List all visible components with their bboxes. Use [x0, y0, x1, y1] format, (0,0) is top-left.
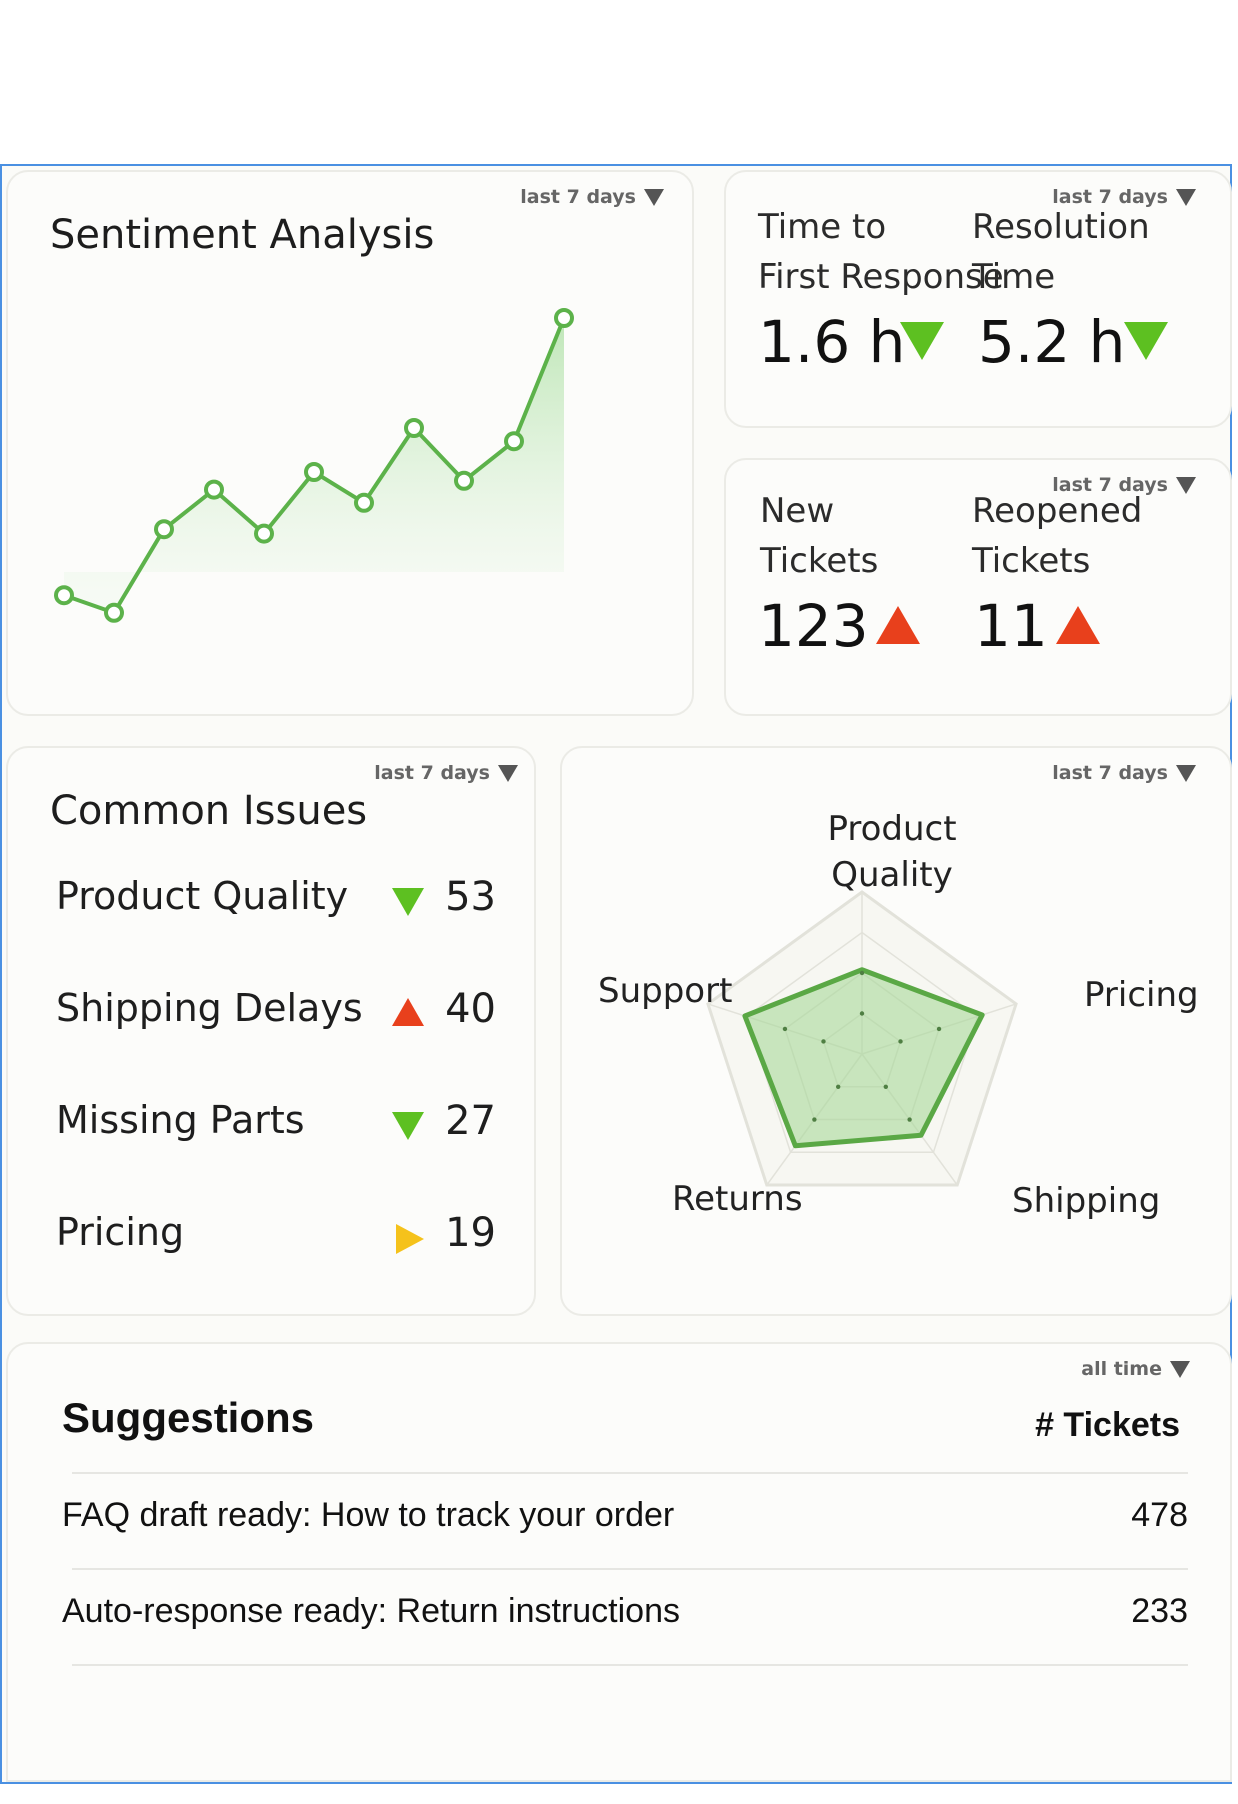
suggestions-title: Suggestions [62, 1394, 315, 1441]
suggestion-row[interactable]: FAQ draft ready: How to track your order… [62, 1472, 1188, 1570]
radar-grid-dot [812, 1117, 817, 1122]
trend-down-icon [900, 322, 944, 360]
dropdown-caret-icon [1176, 764, 1196, 782]
trend-up-icon [876, 606, 920, 644]
range-label: last 7 days [1052, 186, 1168, 208]
trend-down-icon [1124, 322, 1168, 360]
dropdown-caret-icon [1176, 476, 1196, 494]
reopened-tickets-value: 11 [974, 592, 1048, 660]
tickets-column-header: # Tickets [1035, 1406, 1180, 1444]
sentiment-point [254, 523, 274, 544]
radar-card: last 7 days Product Quality Pricing Ship… [560, 746, 1232, 1316]
radar-grid-dot [782, 1026, 788, 1032]
trend-up-icon [392, 998, 424, 1026]
issue-row-shipping-delays[interactable]: Shipping Delays 40 [56, 986, 496, 1046]
radar-grid-dot [883, 1084, 889, 1089]
issues-title: Common Issues [50, 788, 368, 834]
issue-row-missing-parts[interactable]: Missing Parts 27 [56, 1098, 496, 1158]
response-time-card: last 7 days Time to First Response 1.6 h… [724, 170, 1232, 428]
trend-flat-icon [396, 1224, 424, 1254]
dropdown-caret-icon [1176, 188, 1196, 206]
radar-grid-dot [907, 1117, 912, 1122]
new-tickets-label: New Tickets [760, 491, 879, 581]
dashboard-frame: last 7 days Sentiment Analysis last 7 da… [0, 164, 1232, 1784]
reopened-tickets-label: Reopened Tickets [972, 491, 1143, 581]
trend-down-icon [392, 888, 424, 916]
sentiment-point [104, 602, 124, 623]
sentiment-point [304, 462, 324, 482]
sentiment-point [354, 492, 374, 513]
issue-row-pricing[interactable]: Pricing 19 [56, 1210, 496, 1270]
first-response-label: Time to First Response [758, 207, 1004, 297]
issue-count: 19 [445, 1210, 496, 1256]
issue-row-product-quality[interactable]: Product Quality 53 [56, 874, 496, 934]
suggestions-range-dropdown[interactable]: all time [1081, 1358, 1190, 1380]
dropdown-caret-icon [1170, 1360, 1190, 1378]
suggestion-text: Auto-response ready: Return instructions [62, 1592, 680, 1630]
common-issues-card: last 7 days Common Issues Product Qualit… [6, 746, 536, 1316]
radar-grid-dot [859, 1011, 865, 1016]
radar-label-support: Support [598, 971, 733, 1011]
range-label: last 7 days [374, 762, 490, 784]
tickets-range-dropdown[interactable]: last 7 days [1052, 474, 1196, 496]
trend-down-icon [392, 1112, 424, 1140]
radar-label-shipping: Shipping [1012, 1181, 1161, 1221]
radar-range-dropdown[interactable]: last 7 days [1052, 762, 1196, 784]
issues-range-dropdown[interactable]: last 7 days [374, 762, 518, 784]
suggestion-count: 478 [1131, 1496, 1188, 1534]
suggestion-count: 233 [1131, 1592, 1188, 1630]
radar-label-pricing: Pricing [1084, 975, 1199, 1015]
sentiment-point [154, 519, 174, 540]
dropdown-caret-icon [498, 764, 518, 782]
range-label: all time [1081, 1358, 1162, 1380]
resolution-time-value: 5.2 h [978, 308, 1126, 376]
radar-chart [706, 890, 1018, 1187]
radar-label-product-quality: Product Quality [827, 809, 957, 895]
sentiment-point [504, 431, 524, 452]
radar-label-returns: Returns [672, 1179, 803, 1219]
sentiment-point [204, 479, 224, 500]
trend-up-icon [1056, 606, 1100, 644]
radar-grid-dot [898, 1039, 903, 1044]
radar-grid-dot [835, 1084, 841, 1089]
issue-count: 27 [445, 1098, 496, 1144]
sentiment-area [64, 318, 564, 613]
new-tickets-value: 123 [758, 592, 869, 660]
radar-grid-dot [859, 970, 865, 976]
radar-series-area [742, 967, 985, 1149]
sentiment-point [404, 418, 424, 438]
response-range-dropdown[interactable]: last 7 days [1052, 186, 1196, 208]
suggestion-divider [72, 1664, 1188, 1668]
issue-count: 53 [445, 874, 496, 920]
sentiment-line-chart [54, 308, 574, 623]
radar-grid-dot [821, 1039, 826, 1044]
issue-label: Shipping Delays [56, 986, 363, 1030]
sentiment-range-dropdown[interactable]: last 7 days [520, 186, 664, 208]
issue-label: Product Quality [56, 874, 349, 918]
sentiment-card: last 7 days Sentiment Analysis [6, 170, 694, 716]
range-label: last 7 days [1052, 474, 1168, 496]
radar-grid-ring [745, 931, 979, 1154]
sentiment-point [554, 308, 574, 328]
sentiment-point [454, 470, 474, 491]
issue-label: Missing Parts [56, 1098, 305, 1142]
issue-count: 40 [445, 986, 496, 1032]
suggestion-row[interactable]: Auto-response ready: Return instructions… [62, 1568, 1188, 1666]
dropdown-caret-icon [644, 188, 664, 206]
radar-grid-dot [936, 1026, 942, 1032]
issue-label: Pricing [56, 1210, 185, 1254]
resolution-time-label: Resolution Time [972, 207, 1150, 297]
sentiment-point [54, 585, 74, 606]
suggestion-text: FAQ draft ready: How to track your order [62, 1496, 675, 1534]
sentiment-title: Sentiment Analysis [50, 212, 435, 258]
suggestions-card: all time Suggestions # Tickets FAQ draft… [6, 1342, 1232, 1782]
range-label: last 7 days [520, 186, 636, 208]
range-label: last 7 days [1052, 762, 1168, 784]
tickets-card: last 7 days New Tickets 123 Reopened Tic… [724, 458, 1232, 716]
first-response-value: 1.6 h [758, 308, 906, 376]
